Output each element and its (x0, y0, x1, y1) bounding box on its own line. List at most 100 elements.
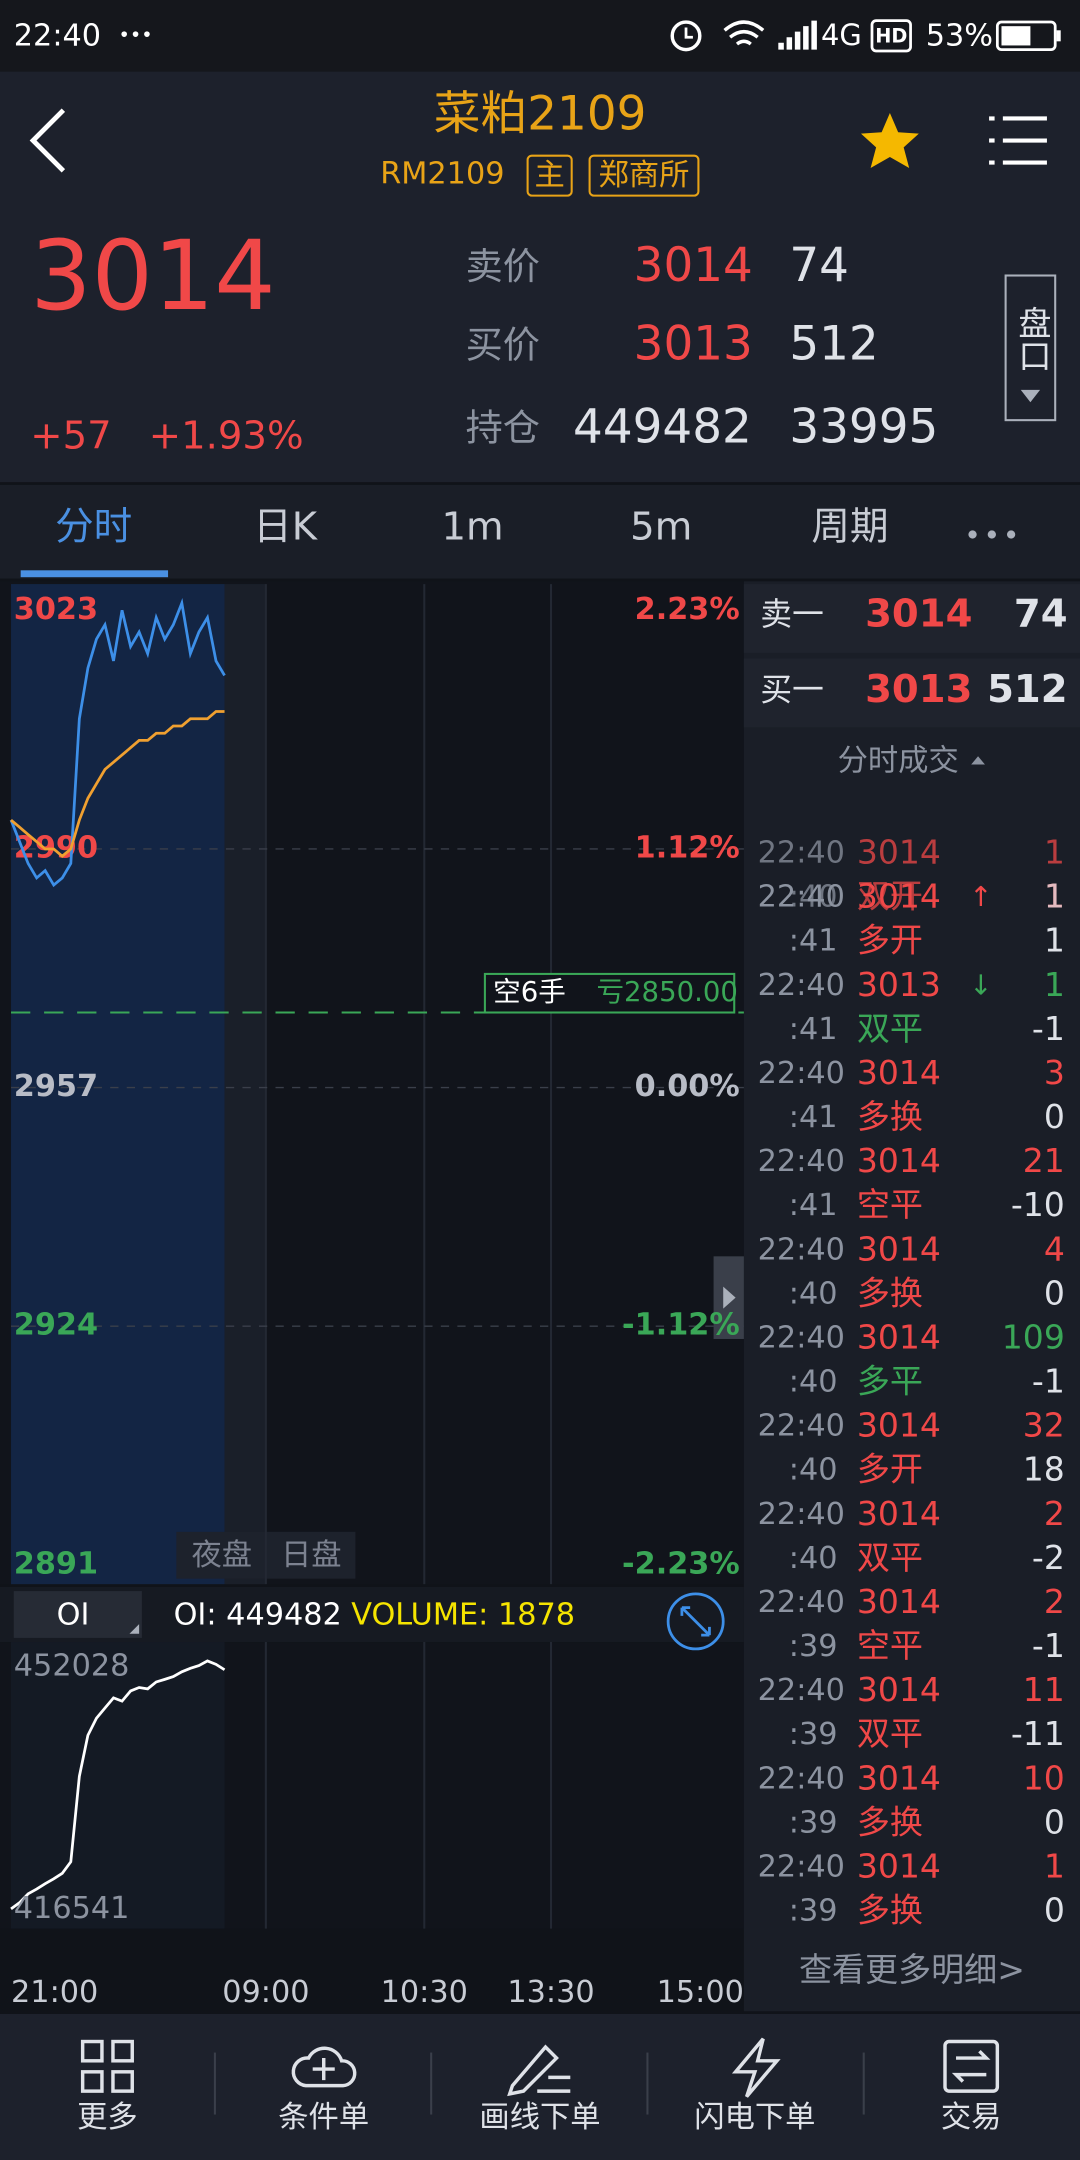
trade-time: 22:40 (758, 1585, 845, 1620)
trade-change: -1 (1032, 1009, 1065, 1048)
trade-minute: :41 (789, 924, 838, 959)
trade-icon (943, 2039, 1000, 2093)
time-axis-label: 13:30 (507, 1975, 594, 2010)
network-type: 4G (821, 18, 862, 52)
alarm-icon (670, 20, 702, 52)
trade-change: -11 (1011, 1714, 1065, 1753)
trade-price: 3014 (857, 1317, 941, 1356)
menu-button[interactable] (989, 116, 1047, 165)
quote-qty: 33995 (789, 400, 938, 454)
tab[interactable]: 日K (253, 504, 319, 549)
depth-button-label[interactable]: 盘口 (1013, 306, 1052, 372)
trade-price: 3014 (857, 1582, 941, 1621)
trade-price: 3014 (857, 1053, 941, 1092)
tab[interactable]: 分时 (55, 504, 132, 549)
price-line (9, 597, 226, 888)
trade-minute: :41 (789, 1188, 838, 1223)
trade-time: 22:40 (758, 968, 845, 1003)
tab[interactable]: 周期 (811, 504, 888, 549)
trades-title[interactable]: 分时成交 (838, 743, 959, 778)
quote-price: 3013 (634, 318, 753, 372)
tab-underline (20, 570, 169, 578)
trade-kind: 空平 (857, 1626, 923, 1665)
session-label[interactable]: 日盘 (281, 1538, 342, 1573)
trade-kind: 多开 (857, 921, 923, 960)
contract-code: RM2109 (380, 156, 504, 191)
trade-qty: 2 (1044, 1582, 1065, 1621)
hd-badge (870, 19, 912, 53)
sort-arrow (971, 756, 985, 765)
trade-change: 1 (1044, 877, 1065, 916)
battery-percent: 53% (926, 19, 993, 54)
trade-time: 22:40 (758, 1849, 845, 1884)
position-pnl: 亏2850.00 (596, 976, 737, 1008)
oi-selector-label[interactable]: OI (57, 1597, 90, 1632)
oi-selector[interactable] (13, 1591, 142, 1638)
position-box (483, 972, 736, 1014)
trade-qty: 4 (1044, 1229, 1065, 1268)
trade-minute: :39 (789, 1629, 838, 1664)
trade-time: 22:40 (758, 1320, 845, 1355)
trade-price: 3013 (857, 965, 941, 1004)
wifi-icon (723, 20, 765, 46)
nav-item[interactable]: 画线下单 (479, 2100, 600, 2135)
session-label[interactable]: 夜盘 (191, 1538, 252, 1573)
pct-axis-label: 2.23% (635, 592, 740, 627)
trade-qty: 11 (1023, 1670, 1065, 1709)
more-dot[interactable] (1006, 530, 1016, 539)
trade-change: -1 (1032, 1362, 1065, 1401)
quote-price: 449482 (573, 400, 752, 454)
pct-axis-label: 0.00% (635, 1069, 740, 1104)
trade-minute: :40 (789, 1276, 838, 1311)
more-dot[interactable] (987, 530, 996, 539)
ask-row (743, 584, 1080, 653)
nav-item[interactable]: 条件单 (278, 2100, 369, 2135)
more-details-link[interactable]: 查看更多明细> (799, 1950, 1025, 1989)
status-time: 22:40 (14, 19, 101, 54)
trade-price: 3014 (857, 1758, 941, 1797)
trade-minute: :41 (789, 1012, 838, 1047)
depth-button[interactable] (1004, 274, 1057, 422)
oi-axis-label: 452028 (14, 1648, 130, 1683)
nav-item[interactable]: 更多 (77, 2100, 138, 2135)
trade-kind: 多换 (857, 1097, 923, 1136)
trade-price: 3014 (857, 877, 941, 916)
quote-qty: 74 (789, 239, 849, 293)
pct-axis-label: -1.12% (622, 1308, 740, 1343)
volume-value: VOLUME: 1878 (351, 1597, 575, 1632)
trade-kind: 双平 (857, 1009, 923, 1048)
trade-price: 3014 (857, 1406, 941, 1445)
trade-qty: 3 (1044, 1053, 1065, 1092)
book-label: 卖一 (760, 597, 823, 633)
book-price: 3013 (865, 667, 972, 712)
trade-time: 22:40 (758, 1497, 845, 1532)
quote-qty: 512 (789, 318, 878, 372)
more-dot[interactable] (968, 530, 977, 539)
night-session-shade (11, 584, 225, 1585)
trade-minute: :39 (789, 1805, 838, 1840)
trade-kind: 多开 (857, 1450, 923, 1489)
price-axis-label: 2891 (14, 1546, 98, 1581)
book-qty: 512 (987, 667, 1068, 712)
expand-button[interactable] (666, 1592, 725, 1651)
trade-kind: 空平 (857, 1185, 923, 1224)
quote-price: 3014 (634, 239, 753, 293)
favorite-star[interactable] (860, 112, 919, 169)
tab[interactable]: 1m (441, 504, 503, 549)
nav-item[interactable]: 交易 (941, 2100, 1002, 2135)
trade-time: 22:40 (758, 880, 845, 915)
pen-icon (507, 2044, 571, 2097)
time-axis-label: 09:00 (222, 1975, 309, 2010)
grid-icon (111, 2070, 134, 2093)
tab[interactable]: 5m (630, 504, 692, 549)
trade-qty: 1 (1044, 965, 1065, 1004)
price-change-pct: +1.93% (149, 414, 304, 459)
status-dots: ••• (118, 23, 152, 46)
back-button[interactable] (29, 108, 66, 173)
book-label: 买一 (760, 673, 823, 709)
book-qty: 74 (1014, 591, 1068, 636)
nav-item[interactable]: 闪电下单 (694, 2100, 815, 2135)
trade-qty: 1 (1044, 833, 1065, 872)
price-change: +57 (30, 414, 111, 459)
